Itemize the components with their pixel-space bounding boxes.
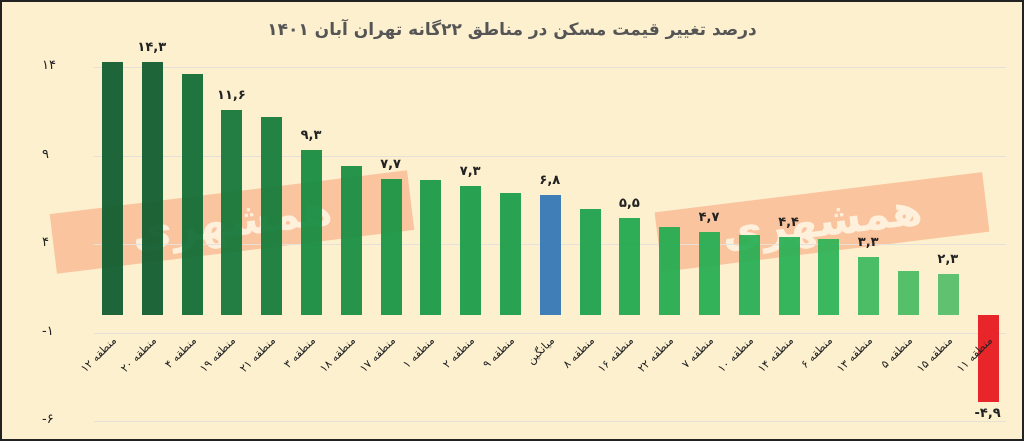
bar xyxy=(818,238,840,315)
bar xyxy=(937,274,959,315)
bar xyxy=(181,74,203,315)
gridline xyxy=(94,421,1006,423)
data-label: ۴,۷ xyxy=(698,209,720,225)
bar xyxy=(579,208,601,315)
bar xyxy=(141,61,163,315)
data-label: ۴,۴ xyxy=(778,215,799,231)
data-label: -۴,۹ xyxy=(974,405,1001,421)
bar xyxy=(659,226,681,315)
bar xyxy=(699,231,720,315)
bar xyxy=(500,192,521,315)
y-tick-label: ۱۴ xyxy=(42,58,56,74)
y-tick-label: ۹ xyxy=(42,146,49,162)
y-tick-label: -۶ xyxy=(42,412,54,428)
bar xyxy=(261,116,283,315)
data-label: ۲,۳ xyxy=(937,252,959,268)
bar xyxy=(460,185,482,315)
data-label: ۵,۵ xyxy=(618,195,640,211)
chart-title: درصد تغییر قیمت مسکن در مناطق ۲۲گانه تهر… xyxy=(267,20,757,40)
bar xyxy=(858,256,880,315)
bar xyxy=(102,61,123,315)
bar xyxy=(340,166,362,315)
data-label: ۶,۸ xyxy=(539,172,561,188)
data-label: ۹,۳ xyxy=(300,128,322,144)
bar xyxy=(619,217,641,315)
y-tick-label: -۱ xyxy=(42,323,54,339)
data-label: ۷,۷ xyxy=(380,156,401,172)
gridline xyxy=(94,332,1006,334)
data-label: ۱۱,۶ xyxy=(217,87,246,103)
bar xyxy=(301,150,322,315)
bar xyxy=(738,235,760,315)
bar xyxy=(380,178,402,315)
gridline xyxy=(94,67,1006,69)
bar xyxy=(898,270,919,315)
data-label: ۱۴,۳ xyxy=(137,39,167,55)
bar xyxy=(778,237,800,315)
bar xyxy=(221,109,243,315)
y-tick-label: ۴ xyxy=(42,235,49,251)
bar xyxy=(420,180,442,315)
data-label: ۷,۳ xyxy=(459,163,481,179)
bar xyxy=(539,194,561,315)
data-label: ۳,۳ xyxy=(857,234,879,250)
bar xyxy=(977,315,999,402)
gridline xyxy=(94,155,1006,157)
